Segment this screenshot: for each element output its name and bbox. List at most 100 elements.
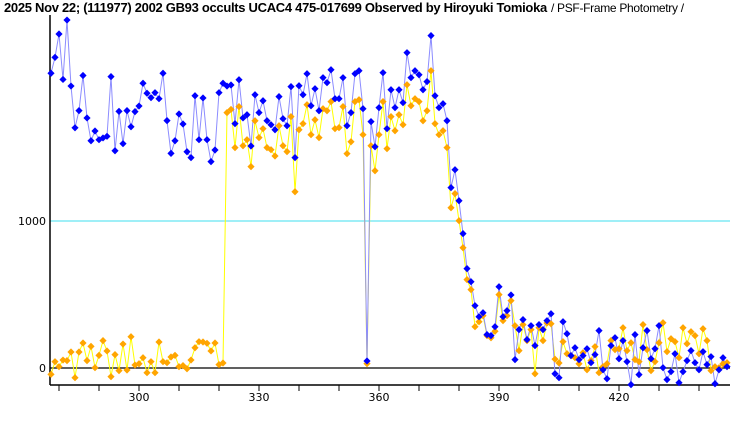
blue-point-36 xyxy=(191,92,199,100)
blue-point-49 xyxy=(243,111,251,119)
blue-point-95 xyxy=(427,32,435,40)
blue-point-51 xyxy=(251,91,259,99)
blue-point-147 xyxy=(635,371,643,379)
blue-point-93 xyxy=(419,86,427,94)
blue-point-163 xyxy=(699,348,707,356)
blue-point-126 xyxy=(551,370,559,378)
blue-point-46 xyxy=(231,120,239,128)
blue-point-145 xyxy=(627,381,635,389)
blue-point-6 xyxy=(71,124,79,132)
blue-point-121 xyxy=(531,342,539,350)
x-tick-label-330: 330 xyxy=(249,391,270,404)
blue-point-157 xyxy=(675,379,683,387)
blue-point-90 xyxy=(407,74,415,82)
orange-point-53 xyxy=(259,125,267,133)
blue-point-32 xyxy=(175,110,183,118)
blue-point-15 xyxy=(107,73,115,81)
orange-point-7 xyxy=(75,348,83,356)
orange-point-31 xyxy=(171,351,179,359)
blue-point-89 xyxy=(403,49,411,57)
blue-point-131 xyxy=(571,344,579,352)
blue-point-151 xyxy=(651,345,659,353)
orange-point-1 xyxy=(51,358,59,366)
orange-point-87 xyxy=(395,111,403,119)
blue-point-5 xyxy=(67,82,75,90)
blue-point-141 xyxy=(611,334,619,342)
blue-point-81 xyxy=(371,143,379,151)
blue-point-136 xyxy=(591,351,599,359)
orange-point-39 xyxy=(203,339,211,347)
blue-point-153 xyxy=(659,364,667,372)
orange-point-38 xyxy=(199,338,207,346)
orange-point-30 xyxy=(167,353,175,361)
orange-point-28 xyxy=(159,358,167,366)
orange-point-14 xyxy=(103,347,111,355)
blue-point-107 xyxy=(475,313,483,321)
blue-point-79 xyxy=(363,357,371,365)
orange-point-137 xyxy=(595,369,603,377)
blue-point-124 xyxy=(543,317,551,325)
blue-point-43 xyxy=(219,79,227,87)
blue-point-118 xyxy=(519,316,527,324)
orange-point-165 xyxy=(707,367,715,375)
blue-point-166 xyxy=(711,380,719,388)
blue-point-85 xyxy=(387,86,395,94)
blue-point-83 xyxy=(379,69,387,77)
blue-point-148 xyxy=(639,344,647,352)
orange-point-17 xyxy=(115,367,123,375)
blue-point-7 xyxy=(75,107,83,115)
blue-point-137 xyxy=(595,327,603,335)
chart-subtitle: / PSF-Frame Photometry / xyxy=(550,1,684,15)
blue-point-102 xyxy=(455,197,463,205)
blue-point-23 xyxy=(139,79,147,87)
blue-point-66 xyxy=(311,85,319,93)
orange-point-2 xyxy=(55,363,63,371)
axes-layer xyxy=(49,15,730,391)
blue-point-31 xyxy=(171,137,179,145)
blue-point-70 xyxy=(327,66,335,74)
orange-point-61 xyxy=(291,188,299,196)
orange-point-94 xyxy=(423,107,431,115)
orange-point-98 xyxy=(439,127,447,135)
blue-point-143 xyxy=(619,337,627,345)
orange-point-82 xyxy=(375,131,383,139)
blue-point-155 xyxy=(667,368,675,376)
blue-point-17 xyxy=(115,107,123,115)
blue-point-112 xyxy=(495,283,503,291)
blue-point-154 xyxy=(663,376,671,384)
orange-point-16 xyxy=(111,351,119,359)
blue-point-64 xyxy=(303,70,311,78)
blue-point-47 xyxy=(235,76,243,84)
blue-point-129 xyxy=(563,330,571,338)
blue-point-65 xyxy=(307,102,315,110)
orange-point-128 xyxy=(559,338,567,346)
orange-point-20 xyxy=(127,333,135,341)
blue-point-50 xyxy=(247,142,255,150)
orange-point-86 xyxy=(391,127,399,135)
orange-point-81 xyxy=(371,167,379,175)
orange-point-44 xyxy=(223,109,231,117)
orange-point-148 xyxy=(639,321,647,329)
blue-point-123 xyxy=(539,326,547,334)
orange-point-19 xyxy=(123,366,131,374)
orange-point-90 xyxy=(407,102,415,110)
blue-point-63 xyxy=(299,91,307,99)
blue-point-44 xyxy=(223,82,231,90)
blue-point-162 xyxy=(695,366,703,374)
orange-point-10 xyxy=(87,342,95,350)
blue-point-41 xyxy=(211,146,219,154)
orange-point-72 xyxy=(335,124,343,132)
blue-point-94 xyxy=(423,78,431,86)
orange-point-9 xyxy=(83,357,91,365)
orange-point-83 xyxy=(379,98,387,106)
blue-point-130 xyxy=(567,352,575,360)
blue-point-156 xyxy=(671,350,679,358)
orange-point-150 xyxy=(647,367,655,375)
orange-point-158 xyxy=(679,324,687,332)
orange-point-74 xyxy=(343,150,351,158)
orange-point-102 xyxy=(455,217,463,225)
series-markers xyxy=(47,16,731,389)
orange-point-77 xyxy=(355,96,363,104)
orange-point-78 xyxy=(359,131,367,139)
orange-series-markers xyxy=(47,67,731,382)
